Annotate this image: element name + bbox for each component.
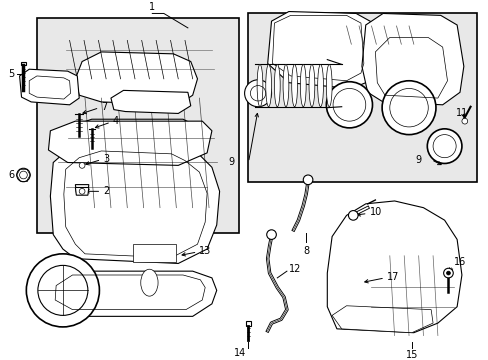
Ellipse shape <box>308 64 314 107</box>
Polygon shape <box>29 76 70 99</box>
Ellipse shape <box>291 64 297 107</box>
Text: 6: 6 <box>9 170 15 180</box>
Circle shape <box>348 211 357 220</box>
Circle shape <box>244 80 271 107</box>
Polygon shape <box>331 306 432 333</box>
Bar <box>248 13 476 182</box>
Polygon shape <box>326 201 461 333</box>
Polygon shape <box>111 90 190 113</box>
Circle shape <box>381 81 435 135</box>
Bar <box>20 62 26 66</box>
Ellipse shape <box>325 64 331 107</box>
Ellipse shape <box>283 64 288 107</box>
Text: 7: 7 <box>101 102 107 112</box>
Text: 14: 14 <box>234 348 246 358</box>
Text: 13: 13 <box>199 246 211 256</box>
Text: 16: 16 <box>453 257 466 266</box>
Text: 15: 15 <box>405 350 417 360</box>
Ellipse shape <box>317 64 323 107</box>
Polygon shape <box>46 271 216 316</box>
Text: 4: 4 <box>113 116 119 126</box>
Ellipse shape <box>257 64 263 107</box>
Ellipse shape <box>300 64 305 107</box>
Bar <box>245 321 251 326</box>
Polygon shape <box>75 52 197 105</box>
Text: 9: 9 <box>415 154 421 165</box>
Circle shape <box>26 254 99 327</box>
Circle shape <box>79 188 85 194</box>
Text: 10: 10 <box>369 207 381 217</box>
Ellipse shape <box>141 269 158 296</box>
Text: 3: 3 <box>103 154 109 164</box>
Text: 17: 17 <box>386 272 399 282</box>
Polygon shape <box>50 140 219 264</box>
Polygon shape <box>75 185 89 192</box>
Polygon shape <box>361 13 463 105</box>
Circle shape <box>266 230 276 239</box>
Ellipse shape <box>274 64 280 107</box>
Circle shape <box>427 129 461 163</box>
Text: 9: 9 <box>228 157 235 167</box>
Circle shape <box>446 271 449 275</box>
Text: 8: 8 <box>303 246 308 256</box>
Circle shape <box>325 82 372 128</box>
Polygon shape <box>65 119 192 151</box>
Text: 11: 11 <box>455 108 467 118</box>
Text: 12: 12 <box>288 264 301 274</box>
Circle shape <box>20 171 27 179</box>
Ellipse shape <box>265 64 271 107</box>
Circle shape <box>79 162 85 168</box>
Circle shape <box>17 168 30 182</box>
Polygon shape <box>20 69 79 105</box>
Polygon shape <box>48 121 211 165</box>
Circle shape <box>303 175 312 185</box>
Circle shape <box>443 268 452 278</box>
Circle shape <box>461 118 467 124</box>
Text: 1: 1 <box>149 1 155 12</box>
Text: 5: 5 <box>8 69 15 79</box>
Polygon shape <box>267 12 375 89</box>
Bar <box>37 18 238 233</box>
Text: 2: 2 <box>103 186 109 196</box>
Bar <box>133 244 176 261</box>
Polygon shape <box>75 188 89 195</box>
